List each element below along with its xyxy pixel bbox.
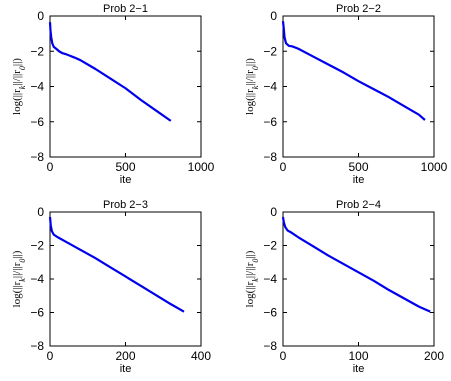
y-tick-label: −6 [263, 115, 277, 129]
y-tick-label: −4 [30, 80, 44, 94]
x-tick-label: 200 [115, 349, 135, 363]
y-tick-label: −6 [30, 306, 44, 320]
subplot-title: Prob 2−4 [336, 199, 381, 211]
x-axis-label: ite [120, 174, 132, 186]
y-axis-label: log(||rk||/||r0||) [11, 58, 27, 115]
x-tick-label: 0 [47, 160, 54, 174]
x-axis-label: ite [353, 363, 365, 375]
x-tick-label: 100 [348, 349, 368, 363]
y-axis-label: log(||rk||/||r0||) [244, 58, 260, 115]
y-tick-label: −4 [263, 272, 277, 286]
axes-frame [282, 15, 435, 158]
x-tick-label: 500 [348, 160, 368, 174]
x-tick-label: 0 [47, 349, 54, 363]
x-tick-label: 1000 [188, 160, 215, 174]
x-axis-label: ite [353, 174, 365, 186]
axes-frame [49, 211, 202, 347]
y-tick-label: −2 [30, 239, 44, 253]
subplot-title: Prob 2−3 [103, 199, 148, 211]
y-tick-label: −2 [263, 44, 277, 58]
y-tick-label: −8 [263, 339, 277, 353]
y-tick-label: −8 [30, 150, 44, 164]
subplot-title: Prob 2−2 [336, 3, 381, 15]
axes-frame [282, 211, 435, 347]
y-axis-label: log(||rk||/||r0||) [11, 250, 27, 307]
x-axis-label: ite [120, 363, 132, 375]
y-tick-label: −8 [263, 150, 277, 164]
y-tick-label: −2 [263, 239, 277, 253]
x-tick-label: 0 [280, 349, 287, 363]
y-tick-label: 0 [270, 205, 277, 219]
y-tick-label: −6 [263, 306, 277, 320]
y-tick-label: −2 [30, 44, 44, 58]
y-tick-label: −8 [30, 339, 44, 353]
series-line [48, 22, 172, 122]
series-line [281, 21, 426, 121]
x-tick-label: 1000 [421, 160, 448, 174]
y-tick-label: −6 [30, 115, 44, 129]
y-tick-label: −4 [30, 272, 44, 286]
y-tick-label: 0 [37, 205, 44, 219]
x-tick-label: 0 [280, 160, 287, 174]
y-tick-label: 0 [37, 9, 44, 23]
y-axis-label: log(||rk||/||r0||) [244, 250, 260, 307]
subplot-title: Prob 2−1 [103, 3, 148, 15]
series-line [48, 216, 185, 313]
x-tick-label: 500 [115, 160, 135, 174]
axes-frame [49, 15, 202, 158]
y-tick-label: 0 [270, 9, 277, 23]
x-tick-label: 400 [191, 349, 211, 363]
y-tick-label: −4 [263, 80, 277, 94]
series-line [281, 216, 431, 313]
x-tick-label: 200 [424, 349, 444, 363]
